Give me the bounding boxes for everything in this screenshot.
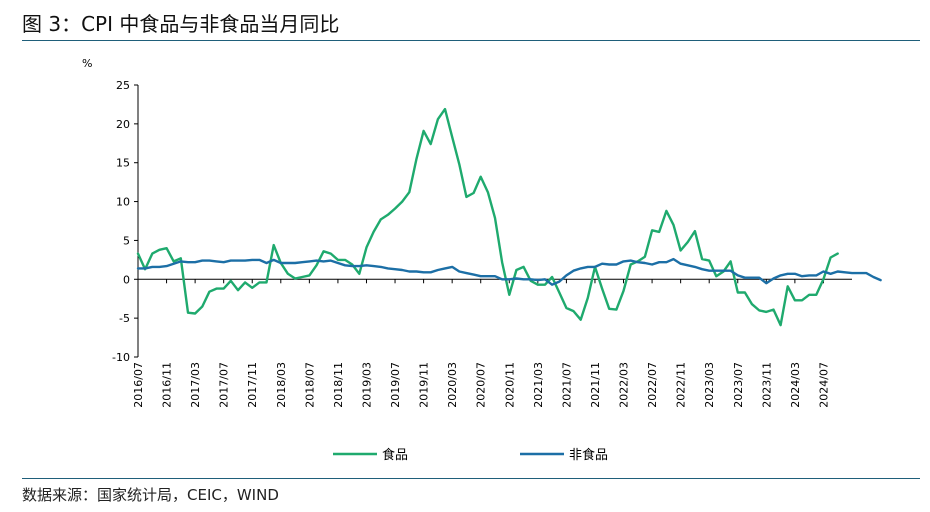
x-tick-label: 2019/03 bbox=[360, 362, 373, 408]
y-tick-label: -10 bbox=[112, 351, 130, 364]
legend-label-1: 食品 bbox=[382, 447, 408, 463]
source-note: 数据来源：国家统计局，CEIC，WIND bbox=[22, 486, 279, 504]
y-tick-label: 20 bbox=[116, 118, 130, 131]
y-tick-label: 25 bbox=[116, 79, 130, 92]
x-tick-label: 2023/03 bbox=[703, 362, 716, 408]
x-tick-label: 2023/07 bbox=[732, 362, 745, 408]
x-tick-label: 2022/07 bbox=[646, 362, 659, 408]
x-tick-label: 2018/07 bbox=[303, 362, 316, 408]
footer-divider bbox=[22, 478, 920, 479]
x-tick-label: 2017/07 bbox=[218, 362, 231, 408]
x-tick-label: 2016/07 bbox=[132, 362, 145, 408]
x-tick-label: 2018/11 bbox=[332, 362, 345, 408]
x-tick-label: 2020/03 bbox=[446, 362, 459, 408]
title-divider bbox=[22, 40, 920, 41]
y-tick-label: 5 bbox=[123, 234, 130, 247]
y-tick-label: 15 bbox=[116, 157, 130, 170]
x-tick-label: 2021/07 bbox=[560, 362, 573, 408]
x-tick-label: 2018/03 bbox=[275, 362, 288, 408]
y-tick-label: 0 bbox=[123, 273, 130, 286]
x-tick-label: 2022/11 bbox=[675, 362, 688, 408]
series-line-1 bbox=[136, 107, 839, 327]
y-tick-label: -5 bbox=[119, 312, 130, 325]
x-tick-label: 2024/03 bbox=[789, 362, 802, 408]
x-tick-label: 2019/11 bbox=[418, 362, 431, 408]
x-tick-label: 2017/03 bbox=[189, 362, 202, 408]
x-tick-label: 2020/07 bbox=[475, 362, 488, 408]
legend-label-2: 非食品 bbox=[569, 447, 608, 463]
x-tick-label: 2023/11 bbox=[760, 362, 773, 408]
x-tick-label: 2021/11 bbox=[589, 362, 602, 408]
x-tick-label: 2017/11 bbox=[246, 362, 259, 408]
x-tick-label: 2019/07 bbox=[389, 362, 402, 408]
series-line-2 bbox=[136, 257, 882, 286]
x-tick-label: 2022/03 bbox=[618, 362, 631, 408]
chart-title: 图 3：CPI 中食品与非食品当月同比 bbox=[22, 12, 340, 36]
x-tick-label: 2016/11 bbox=[161, 362, 174, 408]
x-tick-label: 2020/11 bbox=[503, 362, 516, 408]
y-axis-unit: % bbox=[82, 57, 92, 70]
y-tick-label: 10 bbox=[116, 196, 130, 209]
x-tick-label: 2024/07 bbox=[817, 362, 830, 408]
x-tick-label: 2021/03 bbox=[532, 362, 545, 408]
